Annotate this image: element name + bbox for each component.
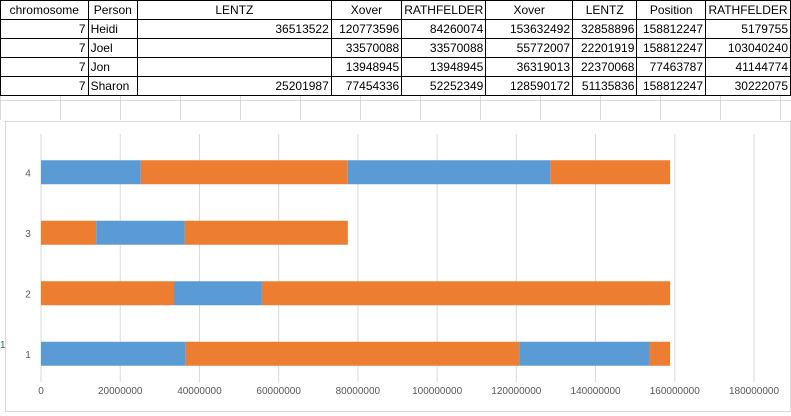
table-cell[interactable]: 13948945 [330,57,403,77]
table-cell[interactable]: 103040240 [705,38,791,58]
header-cell[interactable]: Person [87,0,138,20]
bar-segment[interactable] [41,341,186,366]
table-cell[interactable]: 30222075 [705,76,791,96]
x-tick-label: 20000000 [98,386,143,397]
table-cell[interactable] [136,38,332,58]
x-tick-label: 80000000 [336,386,381,397]
table-row: 7 Joel 33570088 33570088 55772007 222019… [0,38,791,58]
bar-segment[interactable] [96,220,185,245]
bar-segment[interactable] [41,160,141,185]
bar-segment[interactable] [173,281,262,306]
chart-bars [41,160,671,366]
table-cell[interactable]: 22201919 [572,38,638,58]
bar-segment[interactable] [261,281,671,306]
data-table: chromosome Person LENTZ Xover RATHFELDER… [0,0,791,96]
y-tick-label: 2 [25,289,31,300]
table-cell[interactable]: 128590172 [485,76,574,96]
table-cell[interactable]: 33570088 [330,38,403,58]
stacked-bar-chart: 1 2 3 4 0 20000000 40000000 60000000 80000000 10… [25,134,779,397]
x-axis-labels: 0 20000000 40000000 60000000 80000000 1000000… [38,386,779,397]
table-cell[interactable]: 158812247 [636,19,707,39]
x-tick-label: 140000000 [571,386,621,397]
table-cell[interactable]: 41144774 [705,57,791,77]
table-cell[interactable]: 36319013 [485,57,574,77]
x-tick-label: 100000000 [412,386,462,397]
bar-segment[interactable] [347,160,551,185]
bar-segment[interactable] [550,160,671,185]
table-cell[interactable]: 33570088 [401,38,487,58]
table-cell[interactable]: 51135836 [572,76,638,96]
table-cell[interactable]: 25201987 [136,76,332,96]
bar-segment[interactable] [41,281,174,306]
table-cell[interactable]: Jon [87,57,138,77]
x-tick-label: 60000000 [256,386,301,397]
table-cell[interactable]: 22370068 [572,57,638,77]
table-cell[interactable]: Joel [87,38,138,58]
table-cell[interactable]: 32858896 [572,19,638,39]
table-cell[interactable]: 158812247 [636,38,707,58]
table-cell[interactable]: 7 [0,19,89,39]
table-cell[interactable]: 36513522 [136,19,332,39]
x-tick-label: 160000000 [650,386,700,397]
header-cell[interactable]: LENTZ [136,0,332,20]
spreadsheet-area: chromosome Person LENTZ Xover RATHFELDER… [0,0,791,120]
y-tick-label: 4 [25,168,31,179]
bar-segment[interactable] [649,341,671,366]
table-cell[interactable]: 13948945 [401,57,487,77]
table-cell[interactable]: 120773596 [330,19,403,39]
table-cell[interactable]: 7 [0,76,89,96]
table-cell[interactable] [136,57,332,77]
bar-segment[interactable] [140,160,348,185]
header-cell[interactable]: Xover [330,0,403,20]
bar-segment[interactable] [185,341,520,366]
x-tick-label: 120000000 [491,386,541,397]
x-tick-label: 180000000 [729,386,779,397]
table-row: 7 Jon 13948945 13948945 36319013 2237006… [0,57,791,77]
table-cell[interactable]: 7 [0,38,89,58]
y-axis-labels: 1 2 3 4 [25,168,31,361]
header-cell[interactable]: chromosome [0,0,89,20]
table-cell[interactable]: 7 [0,57,89,77]
table-cell[interactable]: Heidi [87,19,138,39]
table-cell[interactable]: 77454336 [330,76,403,96]
y-tick-label: 1 [25,350,31,361]
x-tick-label: 40000000 [177,386,222,397]
chart-container[interactable]: 1 2 3 4 0 20000000 40000000 60000000 80000000 10… [5,121,791,412]
header-cell[interactable]: RATHFELDER [401,0,487,20]
y-tick-label: 3 [25,229,31,240]
bar-segment[interactable] [41,220,97,245]
table-cell[interactable]: 77463787 [636,57,707,77]
table-row: 7 Heidi 36513522 120773596 84260074 1536… [0,19,791,39]
table-cell[interactable]: 84260074 [401,19,487,39]
bar-segment[interactable] [519,341,650,366]
header-cell[interactable]: LENTZ [572,0,638,20]
header-cell[interactable]: Xover [485,0,574,20]
header-cell[interactable]: Position [636,0,707,20]
table-row: 7 Sharon 25201987 77454336 52252349 1285… [0,76,791,96]
table-cell[interactable]: 153632492 [485,19,574,39]
table-cell[interactable]: 158812247 [636,76,707,96]
table-cell[interactable]: 5179755 [705,19,791,39]
x-tick-label: 0 [38,386,44,397]
row-number-marker: 1 [0,340,6,351]
table-cell[interactable]: Sharon [87,76,138,96]
table-cell[interactable]: 52252349 [401,76,487,96]
header-cell[interactable]: RATHFELDER [705,0,791,20]
header-row: chromosome Person LENTZ Xover RATHFELDER… [0,0,791,20]
bar-segment[interactable] [184,220,348,245]
table-cell[interactable]: 55772007 [485,38,574,58]
